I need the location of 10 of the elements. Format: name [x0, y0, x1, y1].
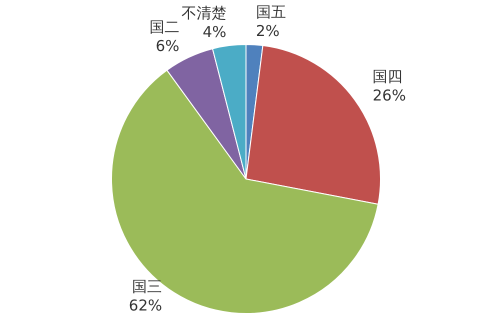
slice-label: 不清楚: [181, 4, 226, 22]
data-label: 6%: [156, 36, 180, 55]
slice-label: 国三: [132, 277, 162, 296]
data-label: 62%: [128, 296, 162, 314]
slice-label: 国五: [256, 3, 286, 22]
slice-label: 国二: [149, 18, 180, 36]
data-label: 26%: [372, 86, 406, 104]
data-label: 4%: [202, 23, 226, 42]
slice-label: 国四: [372, 67, 403, 86]
data-label: 2%: [256, 22, 280, 40]
